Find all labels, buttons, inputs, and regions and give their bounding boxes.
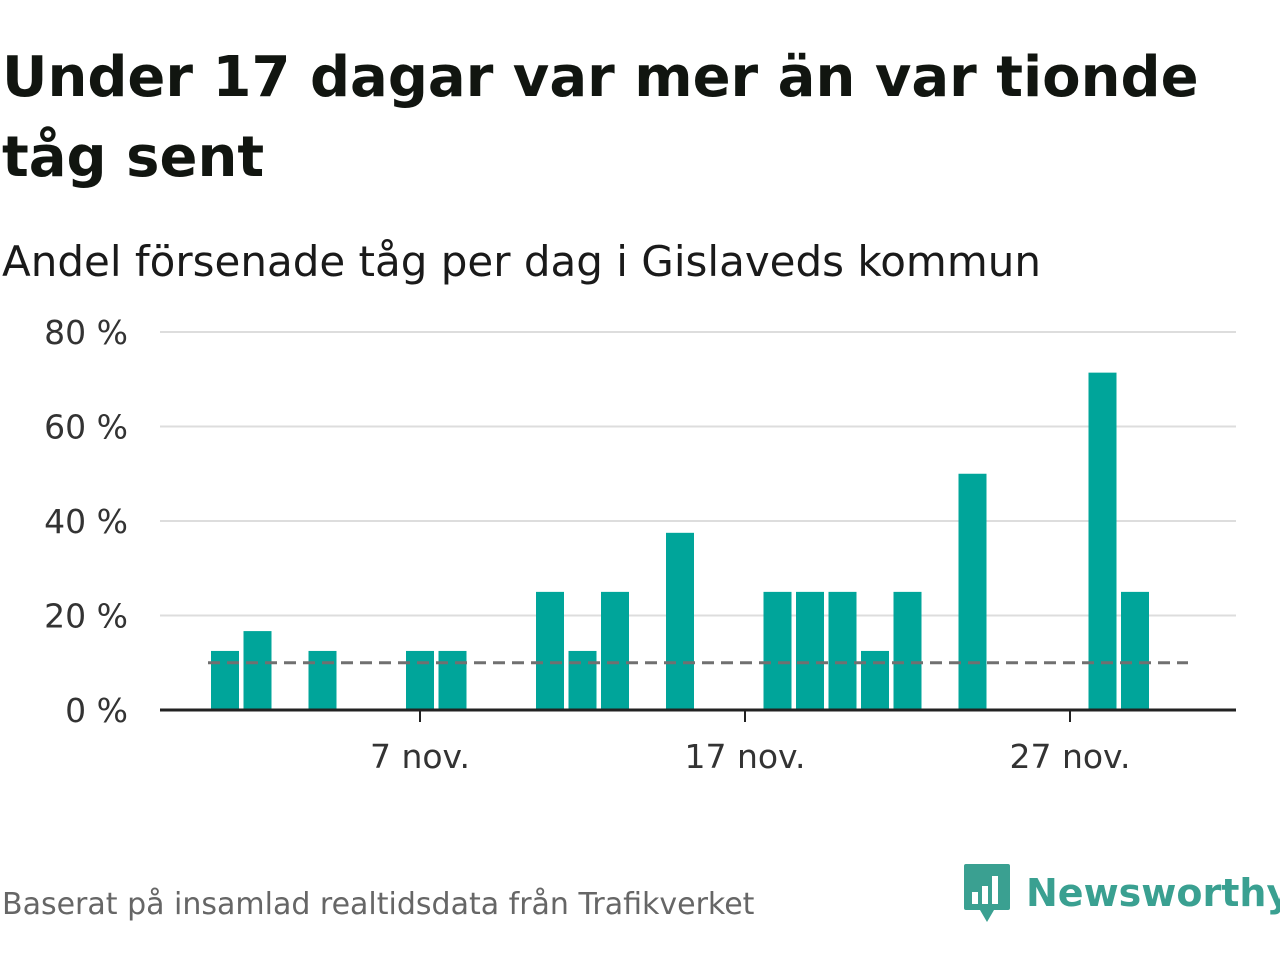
bar-chart-speech-bubble-icon bbox=[964, 864, 1010, 922]
y-tick-label: 60 % bbox=[44, 408, 128, 447]
bar bbox=[861, 650, 889, 710]
brand-logo: Newsworthy bbox=[962, 862, 1280, 924]
bar bbox=[601, 591, 629, 710]
brand-name: Newsworthy bbox=[1026, 871, 1280, 915]
bar bbox=[958, 473, 987, 710]
x-tick-label: 17 nov. bbox=[684, 737, 805, 776]
bar bbox=[308, 650, 337, 710]
bar bbox=[536, 591, 564, 710]
chart-subtitle: Andel försenade tåg per dag i Gislaveds … bbox=[2, 237, 1041, 286]
x-tick-label: 27 nov. bbox=[1009, 737, 1130, 776]
bar bbox=[406, 650, 434, 710]
grid-lines bbox=[160, 331, 1236, 617]
bar bbox=[568, 650, 597, 710]
bar bbox=[828, 591, 857, 710]
bar bbox=[763, 591, 792, 710]
bar bbox=[438, 650, 467, 710]
bar bbox=[893, 591, 922, 710]
y-tick-label: 40 % bbox=[44, 502, 128, 541]
bars bbox=[211, 372, 1149, 710]
bar bbox=[1088, 372, 1117, 710]
bar-chart: 0 % 20 % 40 % 60 % 80 % 7 nov. 17 nov. 27 nov. bbox=[44, 313, 1236, 776]
y-tick-label: 0 % bbox=[65, 691, 128, 730]
bar bbox=[666, 532, 694, 710]
bar bbox=[796, 591, 824, 710]
y-tick-label: 20 % bbox=[44, 597, 128, 636]
chart-title: Under 17 dagar var mer än var tionde tåg… bbox=[2, 45, 1199, 190]
bar bbox=[1121, 591, 1149, 710]
bar bbox=[243, 631, 272, 710]
x-tick-label: 7 nov. bbox=[370, 737, 470, 776]
y-axis-ticks: 0 % 20 % 40 % 60 % 80 % bbox=[44, 313, 128, 730]
x-axis-ticks: 7 nov. 17 nov. 27 nov. bbox=[370, 710, 1131, 776]
bar bbox=[211, 650, 239, 710]
source-note: Baserat på insamlad realtidsdata från Tr… bbox=[2, 887, 755, 922]
y-tick-label: 80 % bbox=[44, 313, 128, 352]
